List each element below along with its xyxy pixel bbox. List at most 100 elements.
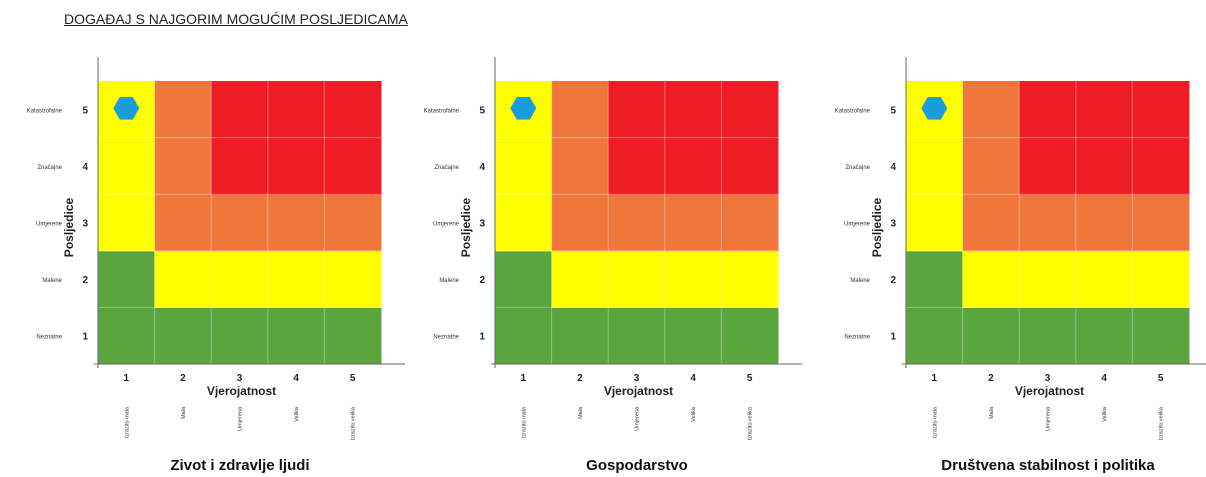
risk-cell-2-3	[962, 194, 1020, 252]
y-category-label: Katastrofalne	[27, 108, 63, 114]
risk-cell-3-4	[211, 137, 269, 195]
risk-cell-5-1	[721, 307, 779, 365]
risk-cell-2-2	[962, 250, 1020, 308]
risk-cell-5-4	[324, 137, 382, 195]
risk-cell-5-2	[1132, 250, 1190, 308]
y-tick-label: 1	[82, 332, 88, 343]
risk-matrix-svg: 1 Neznatne 2 Malene 3 Umjerene 4 Značajne 5 Katas…	[27, 57, 405, 440]
y-tick-label: 4	[82, 162, 88, 173]
risk-cell-2-3	[154, 194, 212, 252]
risk-cell-5-3	[324, 194, 382, 252]
risk-marker-hexagon	[921, 97, 948, 120]
risk-cell-1-4	[98, 137, 156, 195]
y-tick-label: 1	[479, 332, 485, 343]
y-category-label: Katastrofalne	[835, 108, 871, 114]
risk-marker-hexagon	[510, 97, 537, 120]
y-axis-label: Posljedice	[459, 198, 473, 258]
risk-cell-4-3	[1075, 194, 1133, 252]
x-tick-label: 5	[747, 373, 753, 384]
x-tick-label: 2	[577, 373, 583, 384]
y-category-label: Umjerene	[36, 222, 63, 228]
y-tick-label: 4	[890, 162, 896, 173]
y-category-label: Značajne	[845, 165, 870, 171]
x-category-label: Mala	[578, 406, 584, 419]
y-tick-label: 2	[890, 275, 896, 286]
y-category-label: Značajne	[37, 165, 62, 171]
y-tick-label: 2	[82, 275, 88, 286]
risk-cell-1-2	[906, 250, 964, 308]
risk-cell-4-4	[267, 137, 325, 195]
x-category-label: Izrazito mala	[521, 406, 527, 438]
x-tick-label: 3	[634, 373, 640, 384]
risk-cell-2-1	[962, 307, 1020, 365]
y-axis-label: Posljedice	[62, 198, 76, 258]
x-tick-label: 1	[932, 373, 938, 384]
risk-cell-4-3	[664, 194, 722, 252]
risk-cell-2-4	[551, 137, 609, 195]
page-title: DOGAĐAJ S NAJGORIM MOGUĆIM POSLJEDICAMA	[64, 11, 408, 27]
risk-cell-5-2	[324, 250, 382, 308]
x-category-label: Izrazito mala	[932, 406, 938, 438]
y-category-label: Malene	[439, 278, 459, 284]
y-tick-label: 5	[479, 105, 485, 116]
y-category-label: Neznatne	[433, 335, 459, 341]
y-tick-label: 3	[82, 219, 88, 230]
risk-cell-2-1	[551, 307, 609, 365]
risk-cell-3-1	[608, 307, 666, 365]
y-category-label: Malene	[42, 278, 62, 284]
risk-matrix-life-health: 1 Neznatne 2 Malene 3 Umjerene 4 Značajne 5 Katas…	[0, 0, 405, 477]
x-tick-label: 3	[1045, 373, 1051, 384]
x-category-label: Umjerena	[635, 406, 641, 431]
risk-cell-5-5	[1132, 81, 1190, 139]
risk-cell-3-3	[1019, 194, 1077, 252]
risk-cell-5-1	[324, 307, 382, 365]
x-category-label: Umjerena	[1046, 406, 1052, 431]
risk-cell-4-5	[1075, 81, 1133, 139]
x-tick-label: 1	[521, 373, 527, 384]
risk-cell-1-3	[98, 194, 156, 252]
risk-cell-3-3	[608, 194, 666, 252]
x-category-label: Izrazito mala	[124, 406, 130, 438]
y-axis-label: Posljedice	[870, 198, 884, 258]
y-tick-label: 2	[479, 275, 485, 286]
x-category-label: Mala	[989, 406, 995, 419]
risk-cell-4-2	[1075, 250, 1133, 308]
y-tick-label: 5	[890, 105, 896, 116]
y-category-label: Neznatne	[844, 335, 870, 341]
risk-matrix-social-stability: 1 Neznatne 2 Malene 3 Umjerene 4 Značajne 5 Katas…	[808, 0, 1206, 477]
risk-cell-3-4	[608, 137, 666, 195]
risk-cell-5-5	[721, 81, 779, 139]
x-axis-label: Vjerojatnost	[207, 384, 276, 398]
x-category-label: Umjerena	[238, 406, 244, 431]
risk-cell-4-5	[664, 81, 722, 139]
risk-cell-5-5	[324, 81, 382, 139]
risk-cell-5-4	[721, 137, 779, 195]
risk-cell-4-2	[664, 250, 722, 308]
y-category-label: Katastrofalne	[424, 108, 460, 114]
risk-cell-4-2	[267, 250, 325, 308]
risk-cell-2-4	[154, 137, 212, 195]
risk-cell-5-2	[721, 250, 779, 308]
x-tick-label: 3	[237, 373, 243, 384]
risk-cell-3-4	[1019, 137, 1077, 195]
risk-cell-1-4	[906, 137, 964, 195]
risk-cell-3-2	[1019, 250, 1077, 308]
x-axis-label: Vjerojatnost	[1015, 384, 1084, 398]
matrix-title: Zivot i zdravlje ljudi	[170, 457, 310, 474]
x-tick-label: 1	[124, 373, 130, 384]
risk-cell-2-5	[154, 81, 212, 139]
y-tick-label: 3	[479, 219, 485, 230]
risk-marker-hexagon	[113, 97, 140, 120]
x-category-label: Izrazito velika	[1159, 406, 1165, 440]
risk-cell-1-2	[98, 250, 156, 308]
x-axis-label: Vjerojatnost	[604, 384, 673, 398]
risk-cell-2-2	[551, 250, 609, 308]
matrix-title: Gospodarstvo	[586, 457, 688, 474]
y-tick-label: 5	[82, 105, 88, 116]
risk-cell-5-1	[1132, 307, 1190, 365]
risk-cell-1-3	[906, 194, 964, 252]
y-category-label: Umjerene	[844, 222, 871, 228]
risk-cell-3-2	[211, 250, 269, 308]
risk-cell-2-5	[962, 81, 1020, 139]
risk-cell-5-4	[1132, 137, 1190, 195]
